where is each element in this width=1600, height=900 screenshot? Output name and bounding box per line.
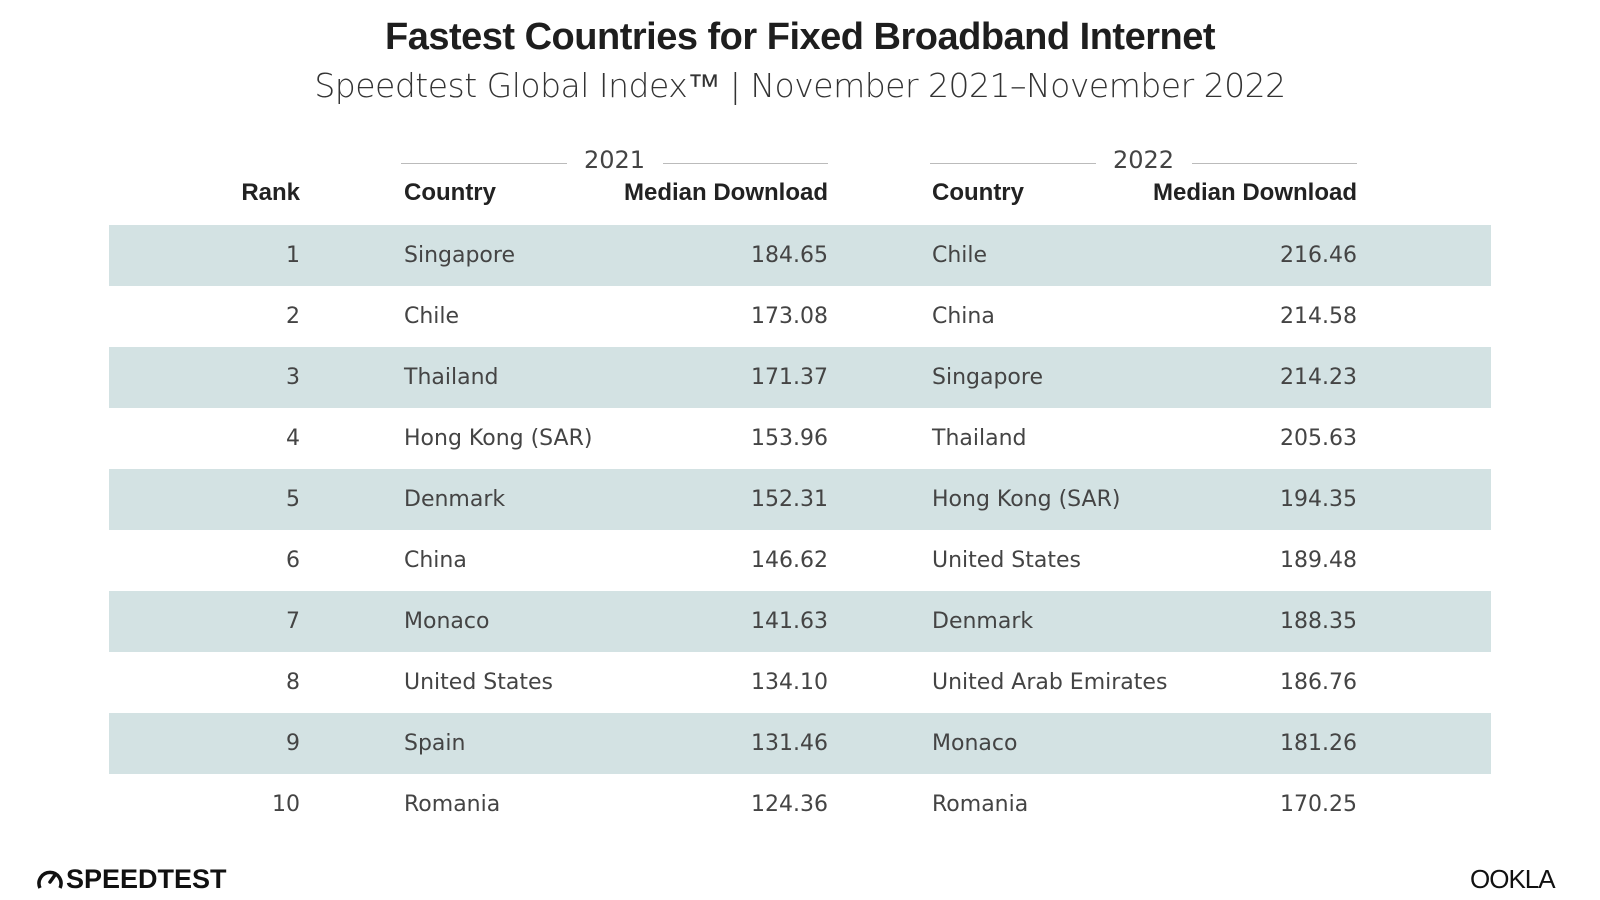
table-cell: 3: [286, 365, 300, 390]
table-cell: 8: [286, 670, 300, 695]
table-cell: Hong Kong (SAR): [404, 426, 593, 451]
table-cell: 186.76: [1280, 670, 1357, 695]
column-header: Country: [404, 179, 496, 206]
title: Fastest Countries for Fixed Broadband In…: [385, 16, 1216, 58]
table-cell: Hong Kong (SAR): [932, 487, 1121, 512]
speedtest-icon: [37, 870, 63, 889]
table-cell: Spain: [404, 731, 466, 756]
subtitle: Speedtest Global Index™ | November 2021–…: [314, 66, 1286, 105]
table-cell: Singapore: [932, 365, 1043, 390]
table-cell: Romania: [932, 792, 1029, 817]
table-cell: Thailand: [404, 365, 499, 390]
table-cell: Thailand: [932, 426, 1027, 451]
row-stripe: [109, 469, 1491, 530]
table-cell: 214.58: [1280, 304, 1357, 329]
table-cell: 181.26: [1280, 731, 1357, 756]
table-cell: 171.37: [751, 365, 828, 390]
table-cell: 6: [286, 548, 300, 573]
table-cell: Chile: [404, 304, 460, 329]
table-cell: 216.46: [1280, 243, 1357, 268]
table-cell: 134.10: [751, 670, 828, 695]
table-cell: 152.31: [751, 487, 828, 512]
table-cell: 141.63: [751, 609, 828, 634]
table-cell: United States: [932, 548, 1081, 573]
column-header: Median Download: [1153, 179, 1357, 206]
table-cell: United States: [404, 670, 553, 695]
table-cell: Denmark: [404, 487, 506, 512]
table-cell: Monaco: [404, 609, 490, 634]
table-cell: 184.65: [751, 243, 828, 268]
table-cell: 146.62: [751, 548, 828, 573]
table-cell: 173.08: [751, 304, 828, 329]
table-cell: 4: [286, 426, 300, 451]
table-cell: Chile: [932, 243, 988, 268]
table-cell: Singapore: [404, 243, 515, 268]
group-rule: [1191, 163, 1357, 164]
speedtest-logo: SPEEDTEST: [66, 864, 227, 894]
table-cell: 214.23: [1280, 365, 1357, 390]
table-cell: 189.48: [1280, 548, 1357, 573]
table-cell: 124.36: [751, 792, 828, 817]
row-stripe: [109, 591, 1491, 652]
table-cell: United Arab Emirates: [932, 670, 1168, 695]
column-header: Median Download: [624, 179, 828, 206]
table-cell: 10: [272, 792, 300, 817]
group-rule: [930, 163, 1096, 164]
table-cell: 194.35: [1280, 487, 1357, 512]
row-stripe: [109, 225, 1491, 286]
row-stripe: [109, 713, 1491, 774]
table-cell: Romania: [404, 792, 501, 817]
table-cell: 2: [286, 304, 300, 329]
table-cell: Denmark: [932, 609, 1034, 634]
row-stripe: [109, 347, 1491, 408]
table-cell: China: [404, 548, 467, 573]
table-cell: 188.35: [1280, 609, 1357, 634]
group-label: 2021: [583, 146, 646, 174]
group-label: 2022: [1112, 146, 1175, 174]
table-cell: 205.63: [1280, 426, 1357, 451]
table-cell: 153.96: [751, 426, 828, 451]
table-cell: 1: [286, 243, 300, 268]
table-cell: Monaco: [932, 731, 1018, 756]
ookla-logo: OOKLA: [1470, 864, 1556, 894]
column-header: Rank: [241, 179, 300, 206]
table-cell: China: [932, 304, 995, 329]
group-rule: [401, 163, 567, 164]
table-cell: 7: [286, 609, 300, 634]
table-cell: 9: [286, 731, 300, 756]
group-rule: [662, 163, 828, 164]
column-header: Country: [932, 179, 1024, 206]
table-cell: 131.46: [751, 731, 828, 756]
table-cell: 170.25: [1280, 792, 1357, 817]
table-cell: 5: [286, 487, 300, 512]
